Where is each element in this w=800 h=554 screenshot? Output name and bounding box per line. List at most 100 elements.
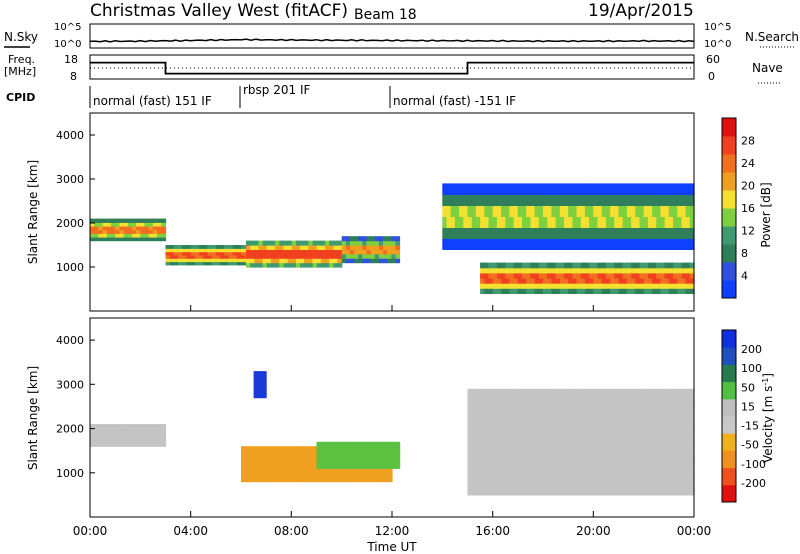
power-cell bbox=[652, 183, 657, 195]
velocity-cell bbox=[366, 441, 372, 447]
velocity-cell bbox=[635, 477, 641, 496]
power-cell bbox=[677, 227, 682, 239]
power-cell bbox=[584, 267, 590, 274]
power-cell bbox=[568, 194, 573, 206]
power-cell bbox=[250, 262, 255, 268]
power-cell bbox=[664, 205, 670, 217]
velocity-cell bbox=[353, 459, 359, 465]
power-cell bbox=[647, 267, 653, 274]
velocity-cell bbox=[589, 388, 594, 408]
power-cell bbox=[279, 258, 285, 264]
xlabel: Time UT bbox=[366, 540, 417, 554]
power-cell bbox=[337, 262, 343, 268]
velocity-cell bbox=[337, 450, 343, 456]
velocity-cell bbox=[395, 441, 401, 447]
power-cell bbox=[505, 238, 511, 250]
power-cell bbox=[492, 267, 498, 274]
power-cell bbox=[673, 262, 678, 269]
velocity-cell bbox=[689, 459, 695, 478]
velocity-cell bbox=[484, 477, 490, 496]
velocity-cell bbox=[505, 459, 511, 478]
power-cell bbox=[513, 205, 519, 217]
power-cell bbox=[106, 229, 112, 234]
power-cell bbox=[610, 272, 615, 279]
velocity-cell bbox=[102, 427, 108, 433]
power-cell bbox=[333, 253, 339, 259]
power-cell bbox=[622, 272, 628, 279]
power-cell bbox=[685, 278, 691, 284]
velocity-cell bbox=[253, 388, 258, 394]
power-cell bbox=[660, 262, 666, 269]
power-cell bbox=[341, 240, 347, 246]
power-cell bbox=[374, 249, 380, 255]
power-cell bbox=[547, 205, 552, 217]
velocity-cell bbox=[610, 441, 615, 461]
power-cell bbox=[90, 225, 95, 231]
velocity-cell bbox=[391, 455, 396, 461]
velocity-cell bbox=[282, 469, 288, 477]
velocity-cell bbox=[559, 441, 565, 461]
velocity-cell bbox=[119, 442, 125, 447]
power-cell bbox=[395, 249, 401, 255]
power-cell bbox=[152, 218, 158, 223]
power-cell bbox=[547, 227, 552, 239]
velocity-cell bbox=[362, 475, 368, 483]
velocity-cell bbox=[299, 452, 305, 459]
power-cell bbox=[589, 216, 594, 228]
velocity-cell bbox=[484, 388, 490, 408]
power-cell bbox=[484, 205, 490, 217]
velocity-cell bbox=[127, 442, 133, 447]
velocity-cell bbox=[593, 424, 599, 443]
velocity-cell bbox=[375, 469, 380, 477]
velocity-cell bbox=[378, 446, 384, 452]
velocity-cell bbox=[358, 441, 363, 447]
velocity-cell bbox=[282, 475, 288, 483]
velocity-cell bbox=[673, 424, 678, 443]
velocity-colorbar-frame bbox=[721, 329, 737, 503]
power-cell bbox=[241, 261, 246, 266]
power-cell bbox=[358, 258, 363, 264]
power-cell bbox=[349, 249, 355, 255]
power-cell bbox=[480, 205, 485, 217]
power-cell bbox=[677, 238, 682, 250]
power-cell bbox=[459, 183, 464, 195]
power-cell bbox=[689, 183, 695, 195]
velocity-cell bbox=[161, 427, 167, 433]
velocity-cell bbox=[378, 455, 384, 461]
velocity-cell bbox=[262, 446, 267, 453]
power-cell bbox=[320, 258, 326, 264]
velocity-cell bbox=[517, 424, 523, 443]
power-cell bbox=[484, 262, 490, 269]
power-cell bbox=[169, 261, 175, 266]
power-cell bbox=[241, 251, 246, 256]
power-cell bbox=[102, 222, 108, 227]
power-cell bbox=[622, 227, 628, 239]
power-cell bbox=[551, 194, 557, 206]
power-cell bbox=[370, 253, 376, 259]
power-cell bbox=[295, 253, 301, 259]
power-cell bbox=[304, 240, 309, 246]
power-cell bbox=[467, 216, 473, 228]
power-cell bbox=[605, 278, 611, 284]
power-cell bbox=[140, 233, 146, 238]
power-cell bbox=[589, 262, 594, 269]
power-cell bbox=[90, 236, 95, 242]
velocity-cell bbox=[492, 424, 498, 443]
power-cell bbox=[572, 272, 578, 279]
power-panel: Slant Range [km] bbox=[26, 112, 695, 312]
velocity-cell bbox=[584, 424, 590, 443]
power-cell bbox=[538, 194, 544, 206]
velocity-cell bbox=[353, 455, 359, 461]
power-cell bbox=[178, 254, 183, 259]
power-cell bbox=[618, 216, 624, 228]
power-cell bbox=[446, 194, 452, 206]
power-cell bbox=[584, 183, 590, 195]
power-cell bbox=[618, 288, 624, 294]
power-cell bbox=[484, 278, 490, 284]
power-cell bbox=[266, 245, 272, 250]
power-cell bbox=[652, 267, 657, 274]
velocity-cell bbox=[312, 458, 318, 465]
velocity-colorbar-swatch bbox=[722, 381, 736, 400]
power-cell bbox=[345, 240, 351, 246]
power-cell bbox=[127, 236, 133, 242]
